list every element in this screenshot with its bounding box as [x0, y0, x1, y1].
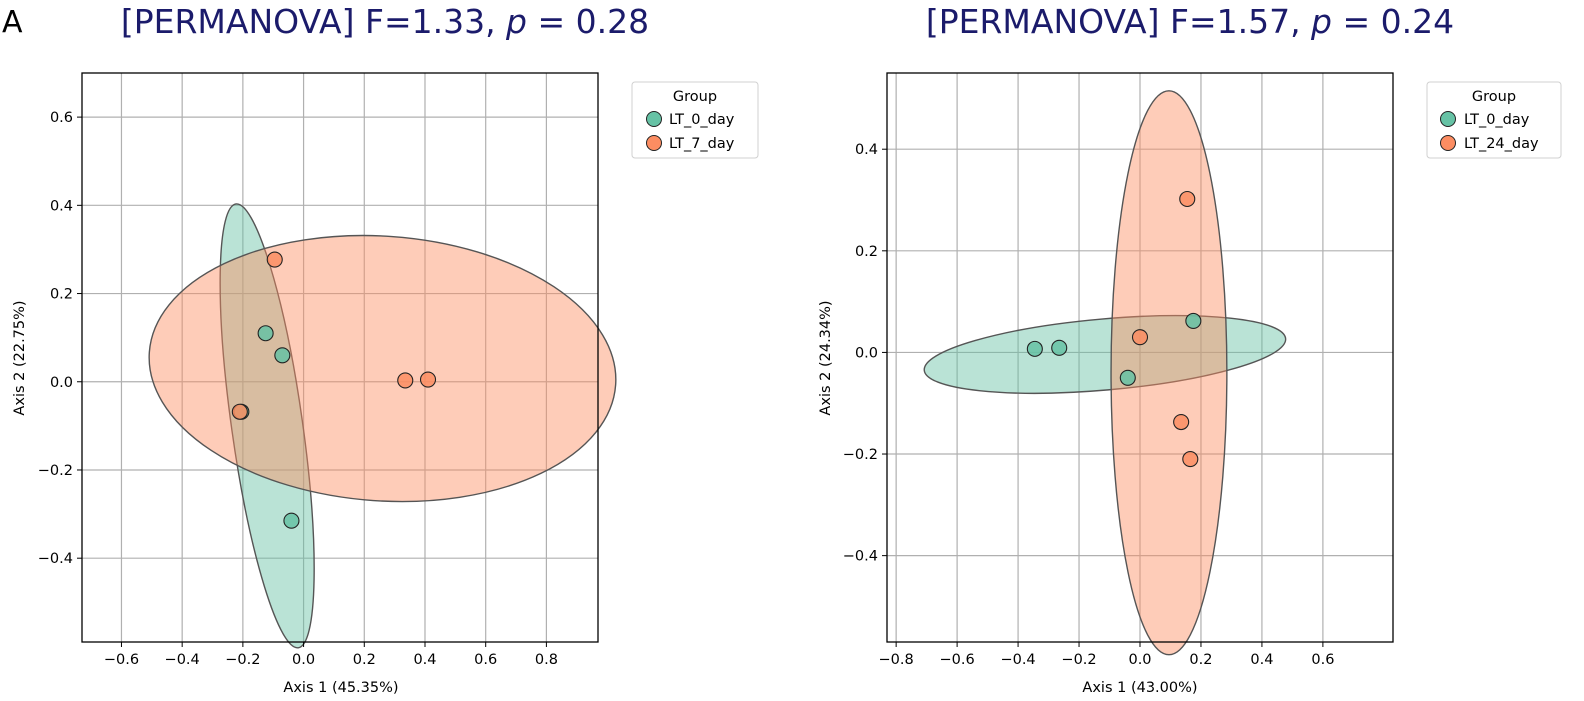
- left-x-tick-label: −0.2: [225, 652, 260, 668]
- right-x-tick-label: −0.6: [939, 652, 974, 668]
- right-x-tick-label: 0.2: [1189, 652, 1212, 668]
- panel-label: A: [2, 5, 23, 40]
- left-point-lt-7-day: [419, 371, 437, 388]
- left-x-tick-label: 0.4: [413, 652, 436, 668]
- chart-left-points: [231, 251, 437, 529]
- left-point-lt-0-day: [283, 512, 300, 529]
- right-y-tick-label: 0.2: [855, 244, 878, 260]
- left-y-tick-label: −0.2: [38, 463, 73, 479]
- left-ellipse-lt-7-day: [148, 234, 617, 503]
- right-x-tick-label: 0.4: [1250, 652, 1273, 668]
- chart-right-legend-title: Group: [1472, 89, 1516, 105]
- right-x-tick-label: 0.6: [1311, 652, 1334, 668]
- chart-left-ellipses: [148, 203, 617, 649]
- chart-right-y-axis-label: Axis 2 (24.34%): [818, 300, 834, 415]
- chart-left-legend-box: [631, 81, 759, 159]
- chart-right: [PERMANOVA] F=1.57, p = 0.24 −0.8 −0.6 −0.…: [818, 2, 1562, 696]
- left-point-lt-7-day: [266, 251, 283, 268]
- chart-right-x-axis-label: Axis 1 (43.00%): [1082, 680, 1197, 696]
- left-x-tick-label: 0.8: [535, 652, 558, 668]
- right-point-lt-0-day: [1051, 339, 1068, 356]
- chart-right-legend-marker-lt24: [1440, 135, 1456, 151]
- chart-left-legend-marker-lt7: [646, 135, 662, 151]
- chart-right-legend-box: [1426, 81, 1562, 159]
- chart-right-grid: [887, 73, 1393, 642]
- left-point-lt-7-day: [397, 372, 414, 389]
- right-point-lt-24-day: [1179, 190, 1196, 208]
- right-point-lt-24-day: [1182, 451, 1199, 468]
- chart-right-y-ticks: −0.4 −0.2 0.0 0.2 0.4: [843, 142, 887, 565]
- chart-right-legend-label-lt24: LT_24_day: [1464, 136, 1539, 152]
- chart-left-x-axis-label: Axis 1 (45.35%): [283, 680, 398, 696]
- chart-right-points: [1026, 190, 1202, 468]
- chart-right-legend: Group LT_0_day LT_24_day: [1426, 81, 1562, 159]
- chart-left: [PERMANOVA] F=1.33, p = 0.28 −0.6 −0.4 −0.…: [12, 2, 759, 696]
- right-ellipse-lt-0-day: [923, 314, 1287, 394]
- left-y-tick-label: 0.0: [50, 375, 73, 391]
- right-x-tick-label: 0.0: [1128, 652, 1151, 668]
- right-y-tick-label: 0.0: [855, 345, 878, 361]
- chart-left-x-ticks: −0.6 −0.4 −0.2 0.0 0.2 0.4 0.6 0.8: [104, 642, 558, 668]
- left-y-tick-label: 0.6: [50, 110, 73, 126]
- left-y-tick-label: −0.4: [38, 551, 73, 567]
- left-x-tick-label: 0.2: [353, 652, 376, 668]
- right-point-lt-0-day: [1119, 369, 1136, 386]
- left-x-tick-label: −0.4: [165, 652, 200, 668]
- right-y-tick-label: −0.2: [843, 447, 878, 463]
- left-y-tick-label: 0.2: [50, 287, 73, 303]
- chart-left-plot-frame: [81, 72, 599, 643]
- left-point-lt-0-day: [274, 347, 291, 364]
- chart-left-legend: Group LT_0_day LT_7_day: [631, 81, 759, 159]
- right-point-lt-0-day: [1185, 312, 1202, 329]
- chart-left-grid: [82, 73, 598, 642]
- left-x-tick-label: 0.0: [292, 652, 315, 668]
- right-point-lt-0-day: [1026, 340, 1043, 357]
- chart-left-y-ticks: −0.4 −0.2 0.0 0.2 0.4 0.6: [38, 110, 82, 567]
- chart-left-legend-title: Group: [673, 89, 717, 105]
- right-x-tick-label: −0.4: [1000, 652, 1035, 668]
- left-ellipse-lt-0-day: [219, 203, 315, 649]
- left-point-lt-0-day: [257, 325, 274, 342]
- chart-right-title: [PERMANOVA] F=1.57, p = 0.24: [926, 2, 1454, 41]
- left-point-lt-7-day: [231, 403, 248, 420]
- chart-left-y-axis-label: Axis 2 (22.75%): [12, 300, 28, 415]
- right-point-lt-24-day: [1131, 329, 1149, 346]
- chart-left-legend-label-lt7: LT_7_day: [669, 136, 735, 152]
- left-y-tick-label: 0.4: [50, 198, 73, 214]
- chart-right-ellipses: [923, 90, 1287, 656]
- right-y-tick-label: 0.4: [855, 142, 878, 158]
- right-point-lt-24-day: [1173, 413, 1190, 431]
- chart-right-legend-label-lt0: LT_0_day: [1464, 112, 1530, 128]
- right-ellipse-lt-24-day: [1110, 90, 1228, 656]
- left-x-tick-label: 0.6: [474, 652, 497, 668]
- chart-left-title: [PERMANOVA] F=1.33, p = 0.28: [121, 2, 649, 41]
- chart-left-legend-marker-lt0: [646, 111, 662, 127]
- right-x-tick-label: −0.2: [1061, 652, 1096, 668]
- left-x-tick-label: −0.6: [104, 652, 139, 668]
- chart-left-legend-label-lt0: LT_0_day: [669, 112, 735, 128]
- right-x-tick-label: −0.8: [879, 652, 914, 668]
- right-y-tick-label: −0.4: [843, 549, 878, 565]
- chart-right-x-ticks: −0.8 −0.6 −0.4 −0.2 0.0 0.2 0.4 0.6: [879, 642, 1334, 668]
- chart-right-legend-marker-lt0: [1440, 111, 1456, 127]
